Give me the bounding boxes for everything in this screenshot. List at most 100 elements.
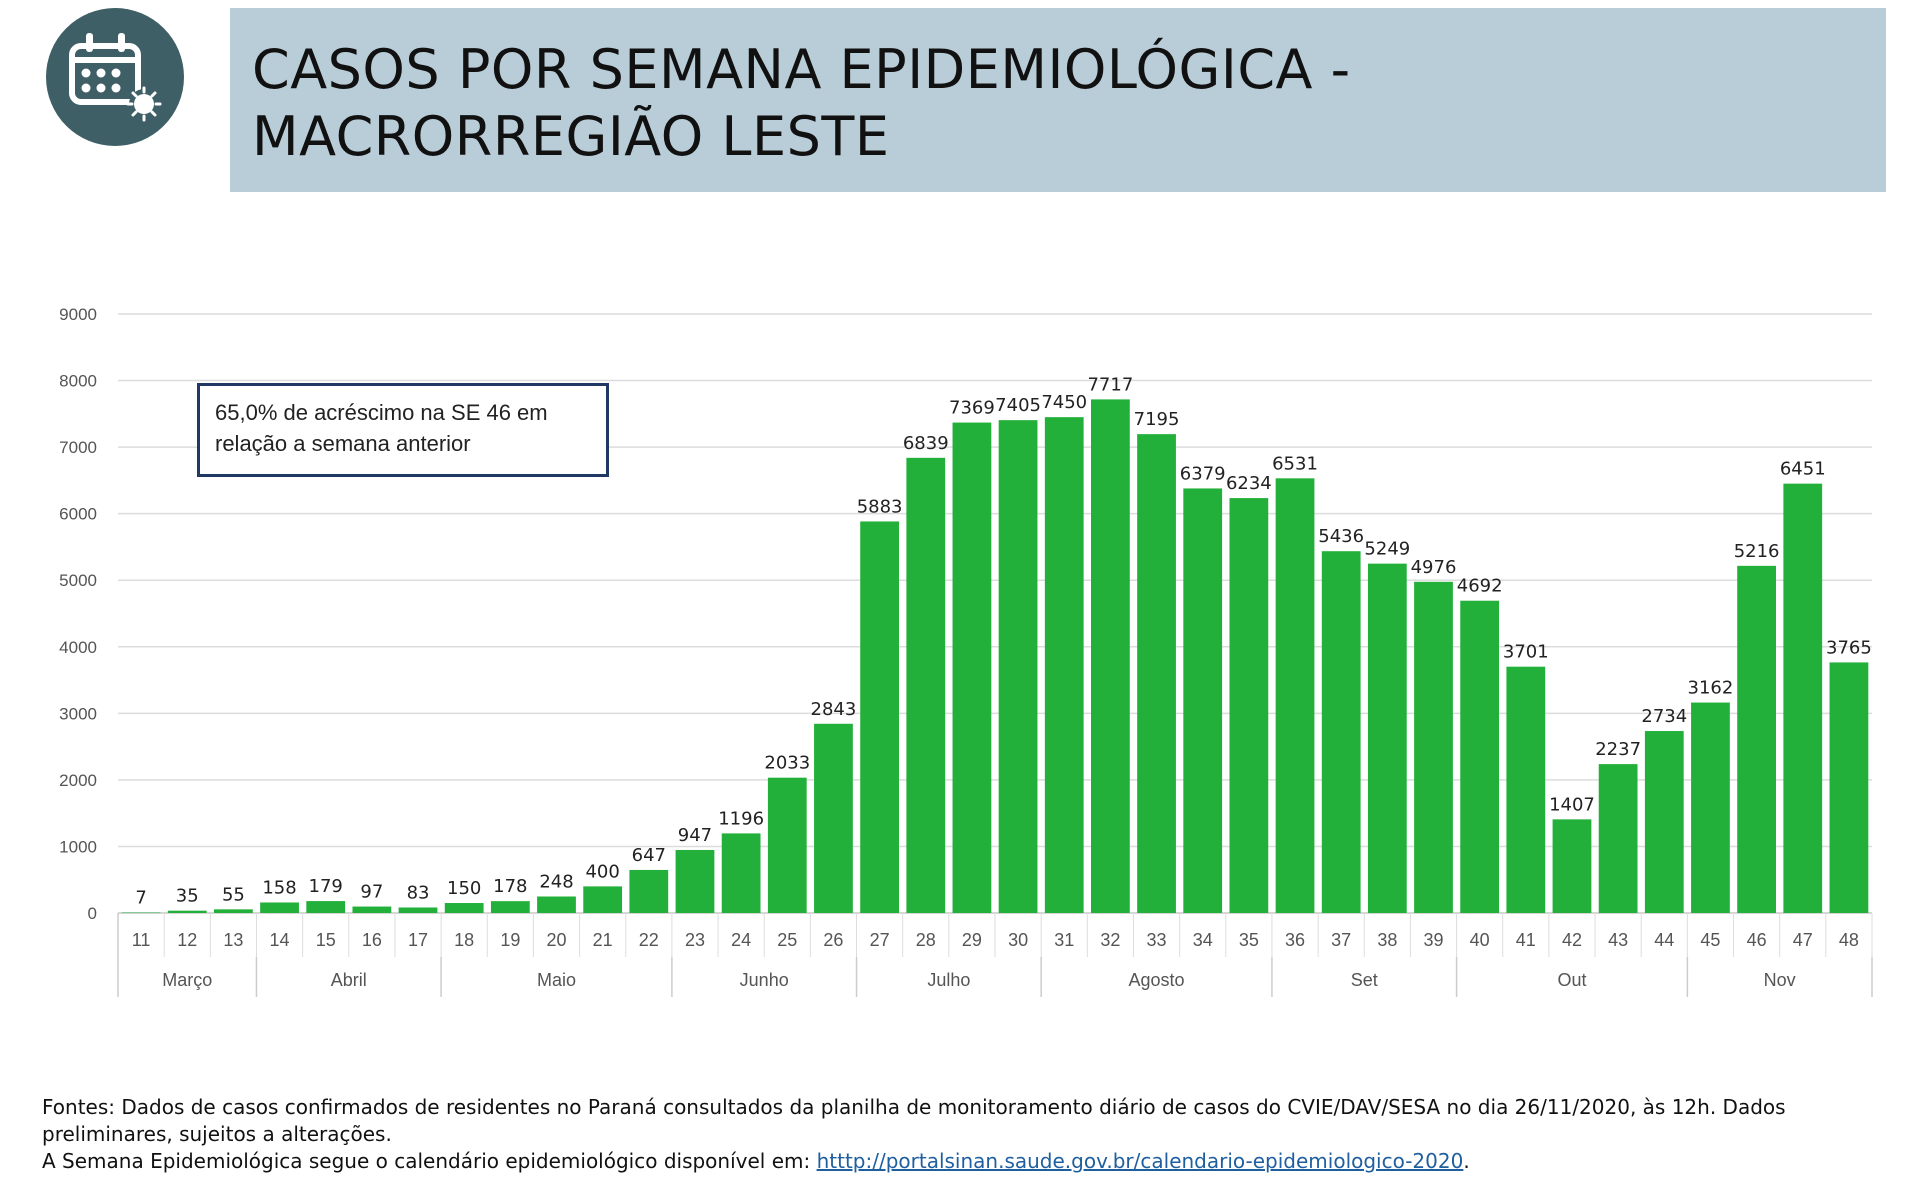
- x-tick-label: 46: [1747, 930, 1767, 950]
- month-label: Junho: [740, 970, 789, 990]
- data-label: 1407: [1549, 794, 1595, 815]
- x-tick-label: 32: [1100, 930, 1120, 950]
- x-tick-label: 27: [870, 930, 890, 950]
- bar: [1044, 417, 1084, 913]
- data-label: 35: [176, 886, 199, 907]
- data-label: 179: [309, 876, 343, 897]
- month-label: Julho: [927, 970, 970, 990]
- bar: [629, 869, 669, 913]
- x-tick-label: 18: [454, 930, 474, 950]
- x-tick-label: 28: [916, 930, 936, 950]
- calendar-link[interactable]: htttp://portalsinan.saude.gov.br/calenda…: [816, 1149, 1464, 1173]
- month-label: Março: [162, 970, 212, 990]
- bar: [767, 777, 807, 913]
- x-tick-label: 35: [1239, 930, 1259, 950]
- x-tick-label: 43: [1608, 930, 1628, 950]
- bar: [260, 902, 299, 913]
- month-label: Set: [1351, 970, 1378, 990]
- y-tick-label: 8000: [59, 372, 97, 391]
- x-tick-label: 20: [546, 930, 566, 950]
- x-tick-label: 37: [1331, 930, 1351, 950]
- y-tick-label: 6000: [59, 505, 97, 524]
- month-label: Nov: [1764, 970, 1796, 990]
- bar: [1460, 600, 1500, 913]
- y-tick-label: 1000: [59, 837, 97, 856]
- data-label: 55: [222, 884, 245, 905]
- bar: [998, 420, 1038, 913]
- title-banner: CASOS POR SEMANA EPIDEMIOLÓGICA - MACROR…: [230, 8, 1886, 192]
- bar: [1414, 581, 1453, 913]
- bar: [583, 886, 623, 913]
- month-label: Agosto: [1129, 970, 1185, 990]
- data-label: 5216: [1734, 541, 1780, 562]
- data-label: 83: [407, 882, 430, 903]
- x-tick-label: 16: [362, 930, 382, 950]
- data-label: 178: [493, 876, 527, 897]
- data-label: 3765: [1826, 637, 1872, 658]
- data-label: 647: [632, 845, 666, 866]
- bar: [1275, 478, 1315, 913]
- bar: [167, 910, 207, 913]
- bar: [1091, 399, 1130, 914]
- bar: [398, 907, 438, 913]
- calendar-virus-icon: [69, 33, 162, 122]
- bar: [1137, 434, 1176, 913]
- footer-calendar-prefix: A Semana Epidemiológica segue o calendár…: [42, 1149, 817, 1173]
- x-tick-label: 42: [1562, 930, 1582, 950]
- x-tick-label: 23: [685, 930, 705, 950]
- bar: [721, 833, 761, 913]
- data-label: 7195: [1134, 409, 1180, 430]
- x-tick-label: 17: [408, 930, 428, 950]
- x-tick-label: 40: [1470, 930, 1490, 950]
- bar: [675, 849, 715, 913]
- x-tick-label: 13: [223, 930, 243, 950]
- data-label: 2033: [764, 753, 810, 774]
- bar: [1552, 819, 1592, 913]
- data-label: 97: [360, 882, 383, 903]
- bar: [352, 906, 392, 913]
- y-tick-label: 2000: [59, 771, 97, 790]
- x-tick-label: 44: [1654, 930, 1674, 950]
- footer-notes: Fontes: Dados de casos confirmados de re…: [42, 1094, 1892, 1175]
- data-label: 5883: [857, 496, 903, 517]
- data-label: 7369: [949, 398, 995, 419]
- month-label: Out: [1557, 970, 1586, 990]
- x-tick-label: 33: [1147, 930, 1167, 950]
- x-tick-label: 25: [777, 930, 797, 950]
- x-tick-label: 38: [1377, 930, 1397, 950]
- bar: [1598, 764, 1638, 913]
- page-title: CASOS POR SEMANA EPIDEMIOLÓGICA - MACROR…: [252, 36, 1886, 170]
- annotation-line-2: relação a semana anterior: [215, 431, 471, 456]
- title-line-1: CASOS POR SEMANA EPIDEMIOLÓGICA -: [252, 38, 1351, 101]
- x-tick-label: 24: [731, 930, 751, 950]
- data-label: 6379: [1180, 463, 1226, 484]
- month-label: Maio: [537, 970, 576, 990]
- x-tick-label: 30: [1008, 930, 1028, 950]
- bar: [490, 901, 530, 913]
- y-tick-label: 5000: [59, 571, 97, 590]
- x-tick-label: 31: [1054, 930, 1074, 950]
- bar: [814, 723, 853, 913]
- bar: [1367, 563, 1407, 913]
- data-label: 7: [135, 888, 146, 909]
- y-tick-label: 9000: [59, 305, 97, 324]
- data-label: 4976: [1411, 557, 1457, 578]
- data-label: 6839: [903, 433, 949, 454]
- x-tick-label: 47: [1793, 930, 1813, 950]
- logo: [46, 8, 184, 146]
- data-label: 3162: [1688, 678, 1734, 699]
- x-tick-label: 21: [593, 930, 613, 950]
- bar: [306, 901, 346, 913]
- y-tick-label: 3000: [59, 704, 97, 723]
- x-tick-label: 48: [1839, 930, 1859, 950]
- x-tick-label: 15: [316, 930, 336, 950]
- x-tick-label: 41: [1516, 930, 1536, 950]
- data-label: 5249: [1364, 539, 1410, 560]
- bar: [1183, 488, 1223, 913]
- bar: [952, 422, 992, 913]
- bar: [444, 903, 484, 913]
- x-tick-label: 19: [500, 930, 520, 950]
- data-label: 7450: [1041, 392, 1087, 413]
- y-tick-label: 4000: [59, 638, 97, 657]
- bar: [1644, 731, 1684, 913]
